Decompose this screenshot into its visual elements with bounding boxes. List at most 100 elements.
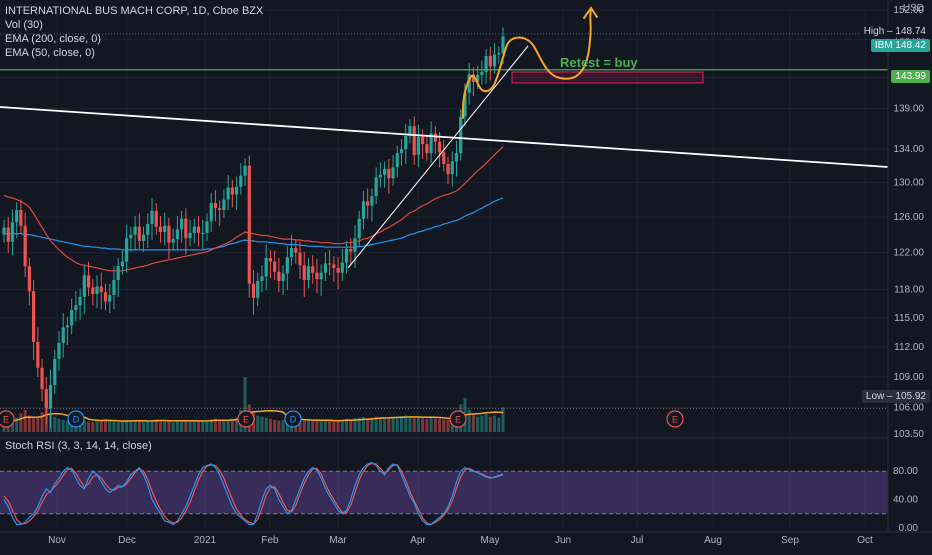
- volume-bar: [484, 413, 488, 432]
- earnings-marker-label: E: [672, 415, 678, 425]
- volume-bar: [205, 419, 209, 432]
- volume-bar: [129, 420, 133, 432]
- projection-drawing: [461, 9, 592, 119]
- candle-body: [281, 273, 285, 281]
- volume-bar: [476, 416, 480, 432]
- candle-body: [416, 136, 421, 155]
- candle-body: [91, 287, 95, 295]
- earnings-marker: [449, 410, 467, 428]
- volume-bar: [387, 418, 391, 432]
- candle-body: [370, 196, 374, 206]
- candle-body: [501, 36, 505, 53]
- support-trendline: [347, 45, 529, 269]
- candle-body: [6, 227, 10, 242]
- candle-body: [285, 257, 289, 274]
- volume-bar: [395, 416, 399, 432]
- y-tick-label: 130.00: [893, 177, 924, 188]
- candle-body: [459, 116, 463, 154]
- volume-bar: [95, 421, 99, 432]
- level-tag-value: 143.99: [895, 71, 926, 82]
- low-tag-label: Low: [865, 391, 885, 402]
- chart-title[interactable]: INTERNATIONAL BUS MACH CORP, 1D, Cboe BZ…: [5, 5, 264, 17]
- volume-bar: [260, 416, 264, 432]
- candle-body: [239, 175, 243, 187]
- candle-body: [323, 263, 327, 273]
- candle-body: [361, 201, 366, 219]
- candle-body: [116, 266, 120, 281]
- volume-bar: [235, 417, 239, 432]
- volume-bar: [361, 417, 365, 432]
- dividend-marker: [67, 410, 85, 428]
- volume-bar: [116, 422, 120, 432]
- candle-body: [319, 272, 323, 280]
- volume-bar: [370, 417, 374, 432]
- chart-legend: INTERNATIONAL BUS MACH CORP, 1D, Cboe BZ…: [5, 4, 263, 60]
- volume-bar: [446, 419, 450, 432]
- x-tick-label: Aug: [704, 535, 722, 546]
- volume-bar: [226, 419, 230, 432]
- candle-body: [95, 286, 99, 295]
- volume-bar: [416, 417, 420, 432]
- volume-bar: [256, 415, 260, 432]
- volume-bar: [125, 419, 129, 432]
- volume-bar: [488, 416, 492, 432]
- candle-body: [421, 136, 425, 145]
- x-tick-label: Oct: [857, 535, 873, 546]
- legend-volume[interactable]: Vol (30): [5, 19, 43, 31]
- volume-bar: [146, 421, 150, 432]
- candle-body: [226, 187, 230, 200]
- candle-body: [230, 187, 234, 195]
- candle-body: [180, 218, 184, 230]
- volume-bar: [497, 417, 501, 432]
- volume-bar: [450, 418, 454, 432]
- volume-bar: [302, 420, 306, 432]
- y-tick-label: 112.00: [894, 342, 924, 353]
- dividend-marker-label: D: [73, 415, 80, 425]
- volume-bar: [192, 421, 196, 432]
- candle-body: [336, 268, 340, 273]
- volume-bar: [349, 419, 353, 432]
- x-tick-label: Dec: [118, 535, 136, 546]
- volume-bar: [311, 421, 315, 432]
- candle-body: [141, 234, 146, 241]
- legend-ema200[interactable]: EMA (200, close, 0): [5, 33, 101, 45]
- candle-body: [328, 263, 332, 265]
- candle-body: [70, 310, 74, 326]
- candle-body: [294, 248, 298, 253]
- candle-body: [340, 262, 344, 273]
- candle-body: [74, 305, 78, 311]
- volume-bar: [188, 421, 192, 432]
- volume-bar: [323, 419, 327, 432]
- candle-body: [184, 218, 188, 239]
- candle-body: [2, 227, 6, 235]
- volume-bar: [404, 415, 408, 432]
- volume-bar: [230, 418, 234, 432]
- rsi-legend[interactable]: Stoch RSI (3, 3, 14, 14, close): [5, 440, 152, 452]
- volume-bar: [32, 418, 36, 432]
- x-tick-label: 2021: [194, 535, 217, 546]
- candle-body: [311, 266, 315, 273]
- candle-body: [201, 232, 205, 234]
- volume-bar: [108, 421, 112, 432]
- candle-body: [53, 358, 57, 386]
- candle-body: [395, 153, 399, 168]
- volume-bar: [467, 410, 471, 432]
- candle-body: [27, 266, 31, 292]
- rsi-tick-label: 40.00: [893, 495, 918, 506]
- candle-body: [412, 126, 416, 155]
- candle-body: [120, 261, 125, 267]
- candle-body: [188, 232, 192, 239]
- candle-body: [454, 153, 459, 162]
- volume-bar: [163, 421, 167, 432]
- high-tag-label: High: [863, 26, 885, 37]
- candle-body: [264, 258, 268, 277]
- y-tick-label: 134.00: [893, 144, 924, 155]
- legend-ema50[interactable]: EMA (50, close, 0): [5, 47, 95, 59]
- candle-body: [357, 218, 361, 239]
- volume-bar: [345, 418, 349, 432]
- volume-bar: [167, 421, 171, 432]
- candle-body: [302, 265, 306, 281]
- volume-bar: [91, 422, 95, 432]
- volume-bar: [222, 420, 226, 432]
